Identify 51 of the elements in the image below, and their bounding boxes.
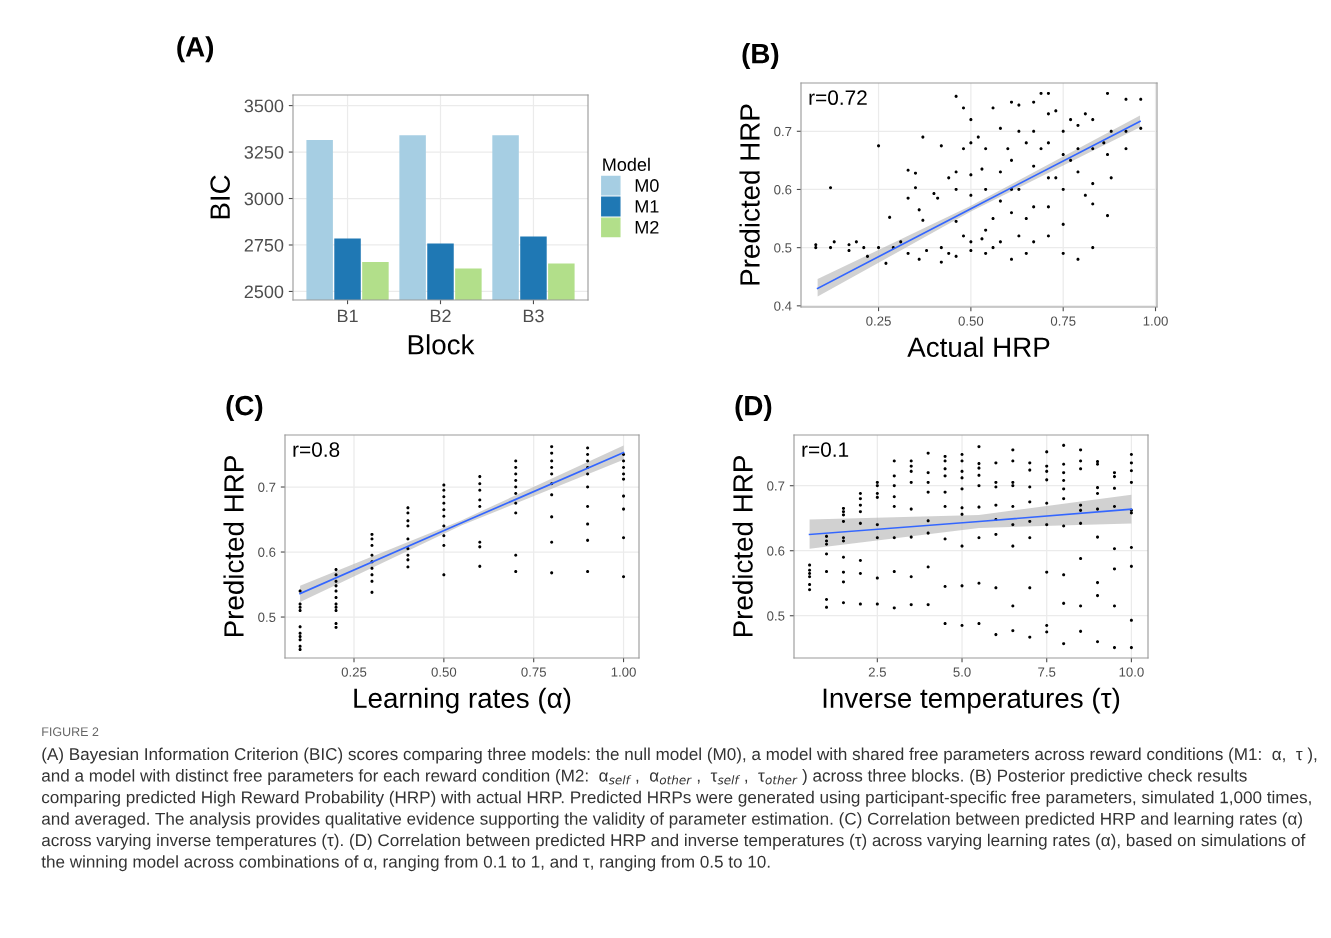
x-tick-label: 1.00 [1143,316,1168,326]
legend-title: Model [603,157,650,171]
x-tick-label: 0.50 [958,316,984,326]
y-tick-label: 0.4 [774,301,792,311]
x-tick-label: 5.0 [953,667,971,677]
x-tick-label: 0.75 [521,667,546,677]
y-axis-title: Predicted HRP [739,104,760,285]
y-tick-label: 0.7 [767,481,785,491]
legend-label: M0 [635,179,659,192]
x-tick-label: 10.0 [1119,667,1144,677]
annotation: r=0.72 [809,90,867,106]
chart-title: (D) [735,395,772,421]
y-tick-label: 0.7 [258,482,276,492]
annotation: r=0.8 [293,442,340,457]
y-tick-label: 0.5 [767,611,785,621]
text: (A) Bayesian Information Criterion (BIC) scores comparing three models: the null model (M0), a model with shared free parameters across reward conditions (M1: α, τ ), and a model with distinct free parameters for each reward condition (M2: α$_{self}$ , α$_{other}$ , τ$_{self}$ , τ$_{other}$ ) across three blocks. (B) Posterior predictive check results comparing predicted High Reward Probability (HRP) with actual HRP. Predicted HRPs were generated using participant-specific free parameters, simulated 1,000 times, and averaged. The analysis provides qualitative evidence supporting the validity of parameter estimation. (C) Correlation between predicted HRP and learning rates (α) across varying inverse temperatures (τ). (D) Correlation between predicted HRP and inverse temperatures (τ) across varying learning rates (α), based on simulations of the winning model across combinations of α, ranging from 0.1 to 1, and τ, ranging from 0.5 to 10. [41,747,1317,872]
x-tick-label: B3 [523,309,544,323]
y-tick-label: 3000 [244,192,284,206]
x-axis-title: Learning rates (α) [354,687,571,714]
x-tick-label: B1 [337,309,358,323]
y-tick-label: 0.5 [774,243,792,253]
y-tick-label: 0.7 [774,126,792,137]
y-tick-label: 3250 [244,145,284,159]
y-axis-title: BIC [210,175,230,219]
caption: FIGURE 2 [42,727,99,737]
y-tick-label: 2750 [244,238,284,252]
x-axis-title: Block [408,334,475,355]
chart-title: (A) [177,36,214,63]
chart-title: (C) [226,395,263,421]
x-tick-label: 2.5 [868,667,886,677]
x-tick-label: 0.25 [341,667,367,677]
y-axis-title: Predicted HRP [732,456,753,637]
x-tick-label: 0.50 [431,667,457,677]
x-axis-title: Actual HRP [907,336,1050,358]
annotation: r=0.1 [802,442,849,457]
x-tick-label: B2 [430,309,451,323]
x-tick-label: 0.25 [866,316,891,326]
legend-label: M2 [635,220,659,234]
y-tick-label: 0.6 [774,185,792,195]
y-tick-label: 2500 [244,285,284,299]
x-tick-label: 1.00 [611,667,636,677]
x-axis-title: Inverse temperatures (τ) [823,687,1120,714]
x-tick-label: 7.5 [1038,667,1056,677]
y-tick-label: 0.5 [258,612,276,622]
chart-title: (B) [742,43,779,69]
y-tick-label: 0.6 [767,546,785,556]
x-tick-label: 0.75 [1050,316,1076,326]
y-axis-title: Predicted HRP [223,456,244,637]
y-tick-label: 3500 [244,99,284,113]
y-tick-label: 0.6 [258,547,276,557]
legend-label: M1 [635,200,659,213]
